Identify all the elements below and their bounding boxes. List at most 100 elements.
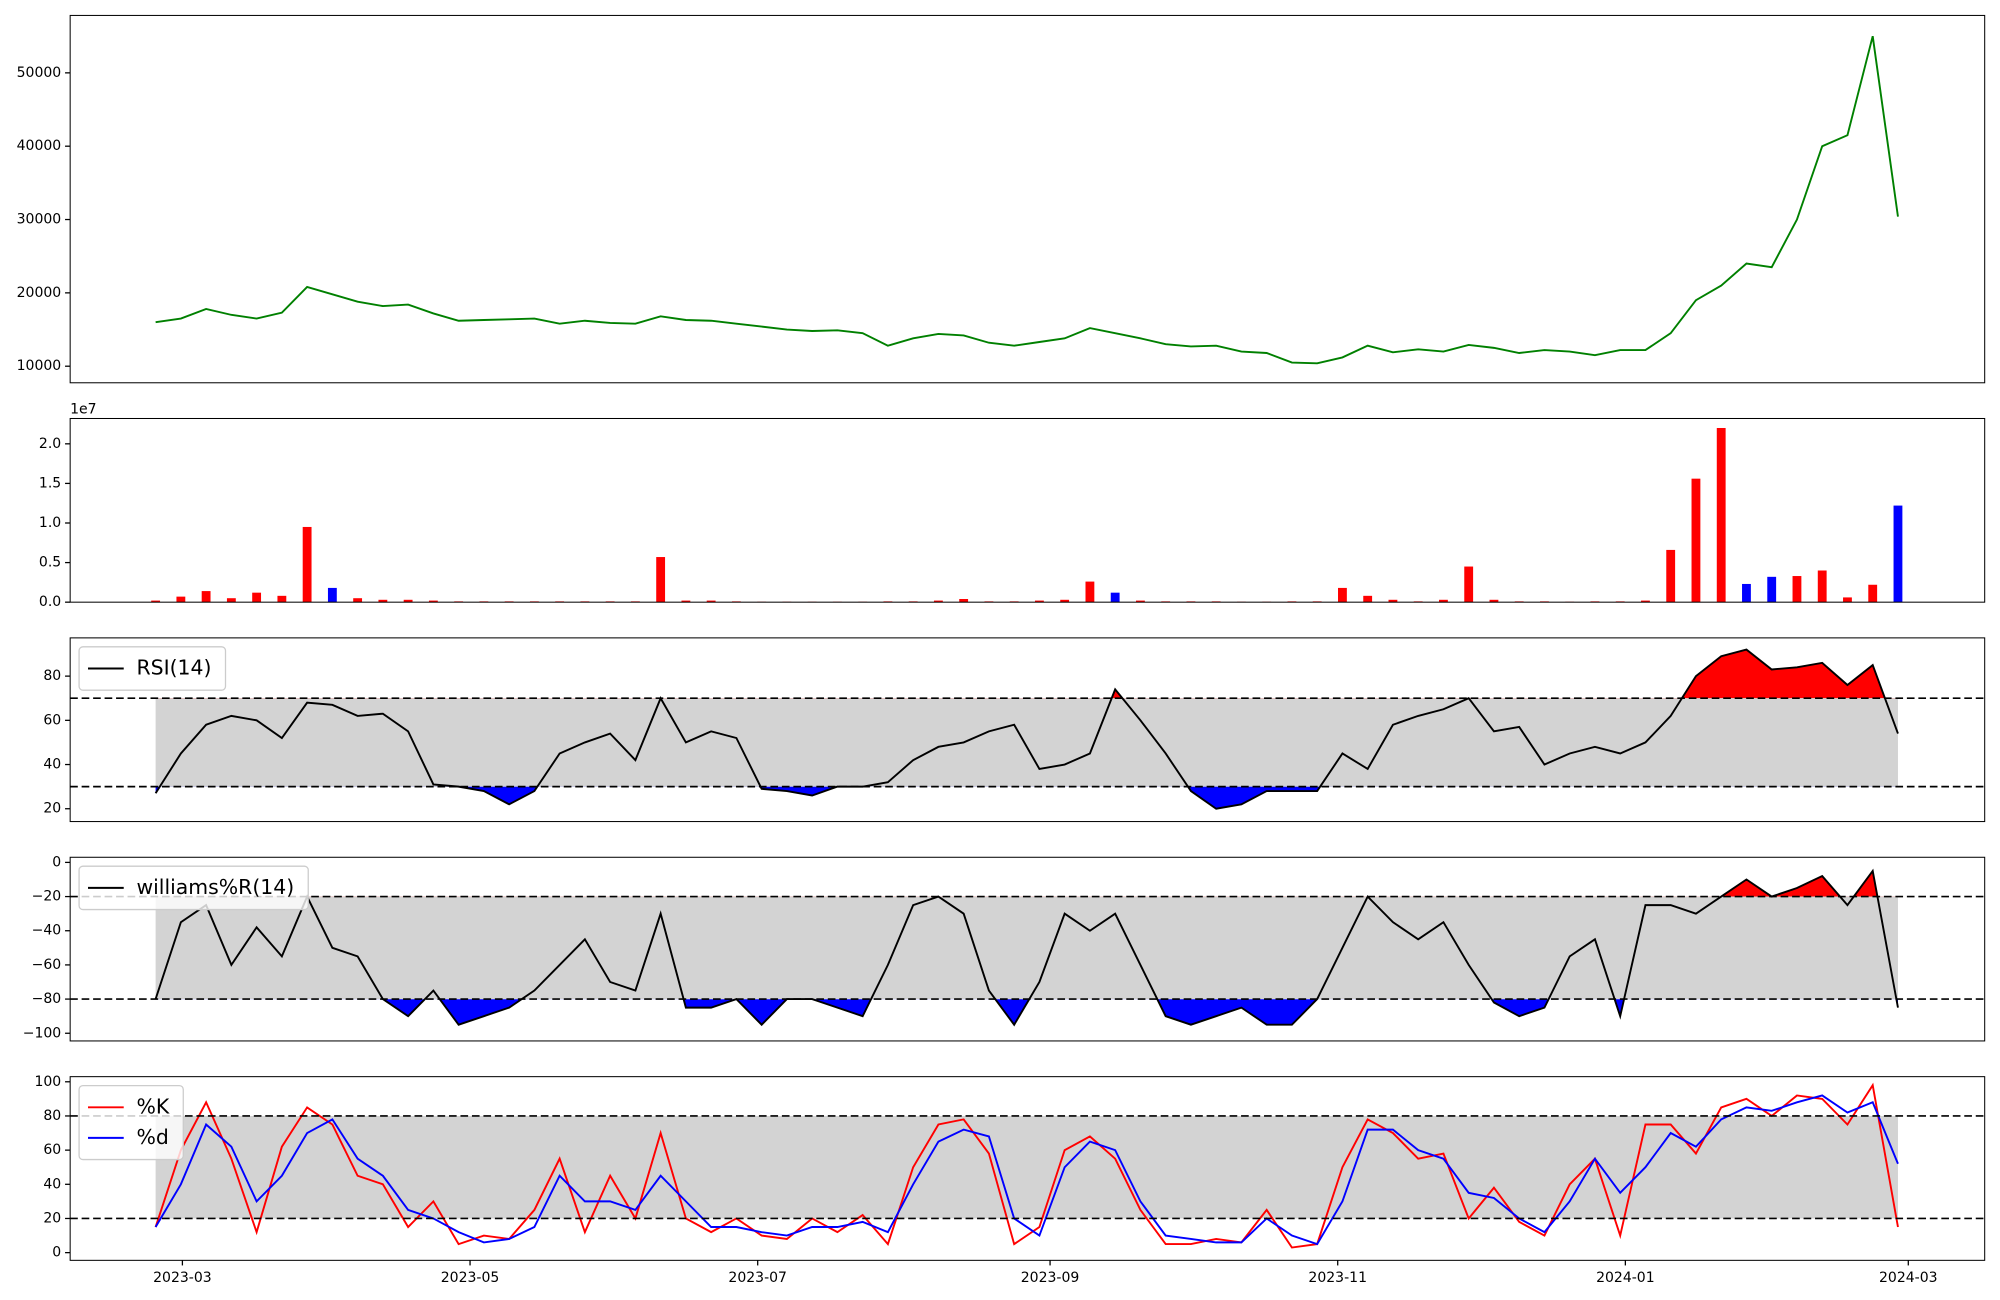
volume-bar <box>176 596 186 603</box>
volume-bar <box>1666 549 1676 603</box>
x-tick-label: 2023-03 <box>153 1270 212 1286</box>
volume-bar <box>933 600 943 603</box>
x-tick-label: 2023-05 <box>441 1270 500 1286</box>
series-line <box>154 868 1899 1027</box>
volume-bar <box>226 598 236 603</box>
y-tick-label: 30000 <box>17 212 62 228</box>
y-tick-label: 20000 <box>17 285 62 301</box>
x-tick-label: 2024-01 <box>1596 1270 1655 1286</box>
y-tick-label: 20 <box>43 801 61 817</box>
volume-bar <box>201 591 211 603</box>
legend-label: williams%R(14) <box>136 875 294 899</box>
series-line <box>154 1094 1899 1246</box>
panel-frame <box>69 1076 1986 1261</box>
overbought-fill <box>1111 649 1885 699</box>
legend: RSI(14) <box>78 646 227 691</box>
y-tick-label: 40 <box>43 757 61 773</box>
oversold-fill <box>155 786 1898 809</box>
volume-bar <box>656 557 666 603</box>
volume-bar <box>378 599 388 603</box>
legend-label: RSI(14) <box>136 655 211 679</box>
y-tick-label: 20 <box>43 1210 61 1226</box>
y-tick-label: 100 <box>34 1074 61 1090</box>
volume-bar <box>302 526 312 603</box>
series-line <box>154 648 1899 810</box>
volume-bar <box>1439 599 1448 603</box>
y-tick-label: −60 <box>32 957 62 973</box>
volume-bar <box>1110 592 1120 603</box>
legend-box <box>78 646 227 691</box>
y-tick-label: 0.5 <box>39 555 61 571</box>
panel-frame <box>69 14 1986 384</box>
x-tick-label: 2023-07 <box>728 1270 787 1286</box>
volume-bar <box>1489 599 1499 603</box>
volume-bar <box>1641 600 1650 603</box>
y-offset-label: 1e7 <box>70 402 96 418</box>
panel-frame <box>69 417 1986 603</box>
x-tick-label: 2024-03 <box>1879 1270 1938 1286</box>
volume-bar <box>959 599 969 603</box>
y-tick-label: −100 <box>23 1025 62 1041</box>
volume-bar <box>1868 584 1878 603</box>
volume-bar <box>252 592 262 603</box>
volume-bar <box>706 600 716 603</box>
y-tick-label: 60 <box>43 1142 61 1158</box>
panel-frame <box>69 637 1986 823</box>
volume-bar <box>1034 600 1044 603</box>
volume-bar <box>1363 595 1373 603</box>
volume-bar <box>1464 566 1474 603</box>
y-tick-label: −40 <box>32 923 62 939</box>
y-tick-label: 0 <box>52 1245 61 1261</box>
volume-bar <box>327 587 337 603</box>
y-tick-label: 80 <box>43 1108 61 1124</box>
volume-bar <box>1060 599 1070 603</box>
y-tick-label: 60 <box>43 712 61 728</box>
volume-bar <box>1893 505 1903 603</box>
threshold-band <box>155 896 1898 1000</box>
volume-bar <box>1817 570 1827 603</box>
volume-bar <box>1767 576 1777 603</box>
x-tick-label: 2023-09 <box>1021 1270 1080 1286</box>
series-line <box>154 1082 1899 1249</box>
volume-bar <box>681 600 691 603</box>
series-line <box>155 35 1899 365</box>
y-tick-label: 40 <box>43 1176 61 1192</box>
threshold-band <box>155 1115 1898 1219</box>
threshold-band <box>155 698 1898 787</box>
volume-bar <box>1691 478 1701 603</box>
volume-bar <box>353 598 363 603</box>
legend-label: %K <box>136 1094 169 1118</box>
y-tick-label: 2.0 <box>39 436 61 452</box>
volume-bar <box>1085 581 1095 603</box>
legend-box <box>78 865 309 911</box>
legend: %K %d <box>78 1084 184 1161</box>
legend: williams%R(14) <box>78 865 309 911</box>
volume-bar <box>1792 576 1802 603</box>
volume-bar <box>277 595 287 603</box>
volume-bar <box>1338 587 1347 603</box>
y-tick-label: 0.0 <box>39 594 61 610</box>
x-tick-label: 2023-11 <box>1308 1270 1367 1286</box>
y-tick-label: 10000 <box>17 358 62 374</box>
y-tick-label: 0 <box>52 854 61 870</box>
volume-bar <box>1742 583 1751 603</box>
legend-box <box>78 1084 184 1161</box>
volume-bar <box>1843 597 1852 603</box>
legend-label: %d <box>136 1125 168 1149</box>
volume-bar <box>151 600 161 603</box>
volume-bar <box>1135 600 1145 603</box>
y-tick-label: −80 <box>32 991 62 1007</box>
y-tick-label: −20 <box>32 889 62 905</box>
volume-bar <box>428 600 438 603</box>
y-tick-label: 80 <box>43 668 61 684</box>
y-tick-label: 40000 <box>17 138 62 154</box>
volume-bar <box>1716 427 1726 603</box>
volume-bar <box>403 599 413 603</box>
volume-bar <box>1388 599 1398 603</box>
y-tick-label: 50000 <box>17 65 62 81</box>
panel-frame <box>69 856 1986 1042</box>
y-tick-label: 1.5 <box>39 475 61 491</box>
y-tick-label: 1.0 <box>39 515 61 531</box>
overbought-fill <box>1721 870 1878 897</box>
